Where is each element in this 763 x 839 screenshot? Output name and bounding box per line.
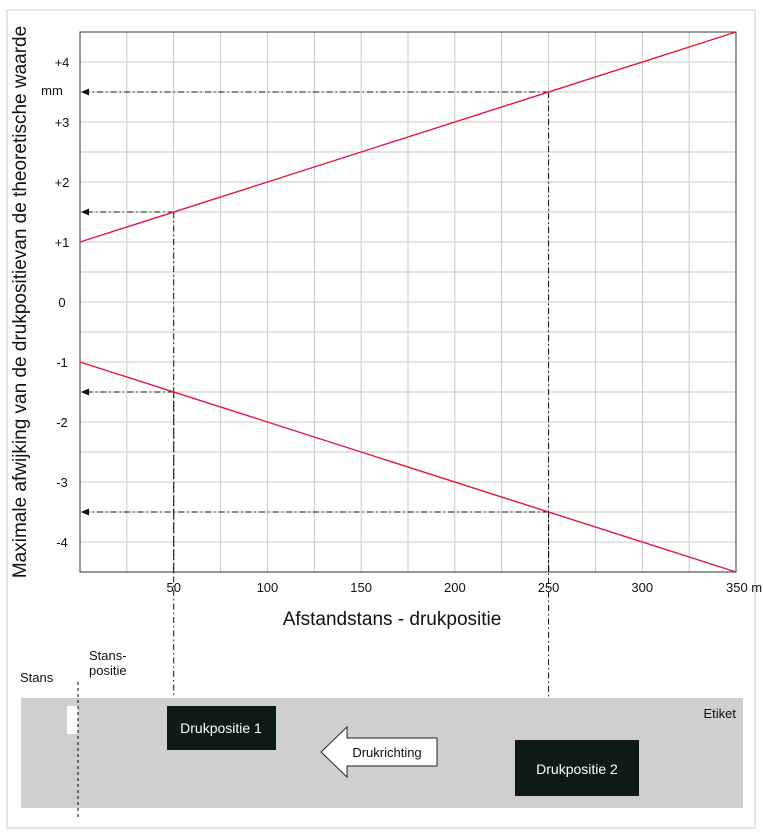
x-axis-label: Afstandstans - drukpositie [283,609,502,630]
stanspositie-label-1: Stans- [89,648,127,663]
stans-label: Stans [20,670,54,685]
guide-arrowhead-2 [81,388,89,396]
etiket-label: Etiket [703,706,736,721]
y-tick-label: -4 [56,535,68,550]
drukpositie-1-label: Drukpositie 1 [180,720,262,736]
y-tick-label: 0 [58,295,65,310]
guide-arrowhead-4 [81,508,89,516]
drukpositie-2-box [515,740,639,796]
y-tick-label: +1 [55,235,70,250]
x-tick-label: 200 [444,580,466,595]
guide-lines [81,88,550,740]
figure-frame [6,9,756,829]
x-tick-labels: 50 100 150 200 250 300 350 mm [166,580,763,595]
grid [80,32,736,572]
guide-arrowhead-3 [81,88,89,96]
drukpositie-2-label: Drukpositie 2 [536,761,618,777]
drukpositie-1-box [167,706,276,750]
stans-notch [67,706,78,734]
drukrichting-arrow [320,725,438,779]
y-tick-label: -3 [56,475,68,490]
y-tick-label: +2 [55,175,70,190]
x-tick-label: 150 [350,580,372,595]
x-tick-label: 100 [257,580,279,595]
y-tick-label: +3 [55,115,70,130]
y-tick-labels: +4 +3 +2 +1 0 -1 -2 -3 -4 [55,55,70,550]
series-lines [79,31,737,573]
guide-arrowhead-1 [81,208,89,216]
plot-frame [79,31,737,573]
stanspositie-label-2: positie [89,663,127,678]
series-line-1 [79,31,737,243]
x-tick-label: 250 [538,580,560,595]
x-tick-label: 300 [631,580,653,595]
drukrichting-label: Drukrichting [352,745,421,760]
y-axis-label: Maximale afwijking van de drukpositievan… [10,26,31,578]
x-tick-label: 50 [166,580,180,595]
y-tick-label: +4 [55,55,70,70]
x-tick-label: 350 mm [726,580,763,595]
series-line-2 [79,361,737,573]
y-tick-label: -2 [56,415,68,430]
y-unit-label: mm [41,83,63,98]
y-tick-label: -1 [56,355,68,370]
